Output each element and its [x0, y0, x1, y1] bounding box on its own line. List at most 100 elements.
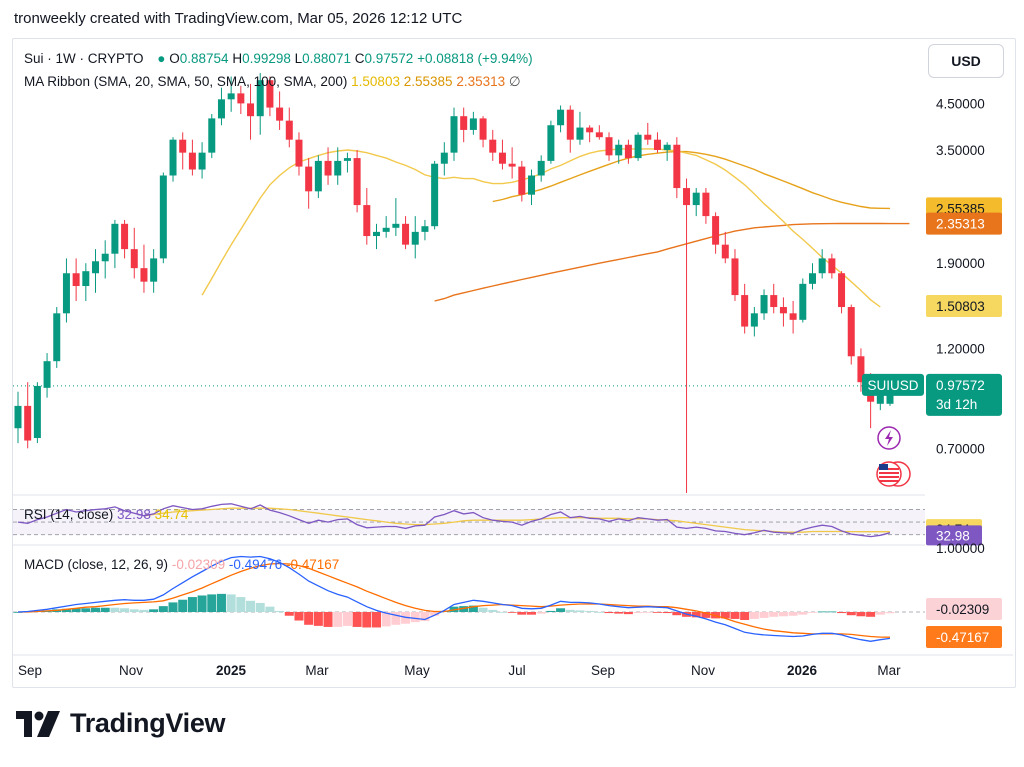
candle-body[interactable] [712, 216, 720, 245]
tradingview-logo[interactable]: TradingView [16, 708, 226, 739]
tradingview-wordmark: TradingView [70, 708, 226, 738]
candle-body[interactable] [537, 160, 545, 176]
currency-button[interactable]: USD [928, 44, 1004, 78]
ma-ribbon-name[interactable]: MA Ribbon (SMA, 20, SMA, 50, SMA, 100, S… [24, 74, 348, 89]
candle-body[interactable] [450, 116, 458, 153]
candle-body[interactable] [615, 144, 623, 156]
candle-body[interactable] [702, 192, 710, 217]
candle-body[interactable] [876, 393, 884, 404]
candle-body[interactable] [605, 137, 613, 156]
candle-body[interactable] [402, 223, 410, 245]
candle-body[interactable] [101, 253, 109, 262]
symbol-name[interactable]: Sui · 1W · CRYPTO [24, 51, 144, 66]
candle-body[interactable] [62, 273, 70, 314]
candle-body[interactable] [372, 231, 380, 237]
candle-body[interactable] [305, 166, 313, 192]
candle-body[interactable] [266, 80, 274, 108]
candle-body[interactable] [353, 158, 361, 206]
candle-body[interactable] [295, 139, 303, 167]
candle-body[interactable] [528, 175, 536, 195]
candle-body[interactable] [431, 163, 439, 227]
candle-body[interactable] [198, 152, 206, 170]
candle-body[interactable] [208, 118, 216, 153]
candle-body[interactable] [683, 188, 691, 206]
candle-body[interactable] [382, 227, 390, 232]
candle-body[interactable] [557, 109, 565, 126]
candle-body[interactable] [82, 271, 90, 287]
candle-body[interactable] [624, 144, 632, 159]
candle-body[interactable] [547, 125, 555, 161]
candle-body[interactable] [237, 93, 245, 104]
candle-body[interactable] [111, 223, 119, 254]
candle-body[interactable] [760, 295, 768, 314]
candle-body[interactable] [770, 295, 778, 308]
rsi-name[interactable]: RSI (14, close) [24, 507, 114, 522]
candle-body[interactable] [92, 261, 100, 274]
candle-body[interactable] [14, 405, 22, 429]
candle-body[interactable] [634, 134, 642, 159]
candle-body[interactable] [799, 283, 807, 320]
candle-body[interactable] [779, 307, 787, 314]
candle-body[interactable] [121, 223, 129, 250]
candle-body[interactable] [489, 139, 497, 153]
candle-body[interactable] [828, 258, 836, 274]
candle-body[interactable] [789, 313, 797, 320]
candle-body[interactable] [663, 144, 671, 150]
candle-body[interactable] [285, 120, 293, 140]
candle-body[interactable] [343, 158, 351, 161]
candle-body[interactable] [421, 226, 429, 232]
candle-body[interactable] [469, 118, 477, 130]
candle-body[interactable] [460, 116, 468, 130]
candle-body[interactable] [566, 109, 574, 140]
candle-body[interactable] [227, 93, 235, 100]
candle-body[interactable] [179, 139, 187, 153]
candle-body[interactable] [169, 139, 177, 176]
candle-body[interactable] [411, 231, 419, 245]
candle-body[interactable] [498, 152, 506, 164]
candle-body[interactable] [644, 134, 652, 140]
candle-body[interactable] [576, 127, 584, 140]
candle-body[interactable] [857, 356, 865, 383]
macd-hist-bar [110, 607, 120, 612]
candle-body[interactable] [731, 258, 739, 296]
candle-body[interactable] [256, 80, 264, 117]
candle-body[interactable] [508, 163, 516, 167]
candle-body[interactable] [314, 160, 322, 192]
candle-body[interactable] [33, 385, 41, 438]
candle-body[interactable] [43, 361, 51, 388]
symbol-tag: SUIUSD [867, 378, 918, 393]
candle-body[interactable] [479, 118, 487, 140]
candle-body[interactable] [653, 139, 661, 150]
macd-name[interactable]: MACD (close, 12, 26, 9) [24, 557, 169, 572]
candle-body[interactable] [741, 295, 749, 327]
candle-body[interactable] [595, 132, 603, 138]
candle-body[interactable] [808, 273, 816, 284]
candle-body[interactable] [750, 313, 758, 327]
candle-body[interactable] [150, 258, 158, 282]
candle-body[interactable] [140, 268, 148, 282]
candle-body[interactable] [217, 99, 225, 119]
candle-body[interactable] [188, 152, 196, 170]
candle-body[interactable] [440, 152, 448, 164]
candle-body[interactable] [247, 103, 255, 117]
candle-body[interactable] [721, 244, 729, 259]
candle-body[interactable] [363, 205, 371, 237]
candle-body[interactable] [159, 175, 167, 259]
candle-body[interactable] [818, 258, 826, 274]
candle-body[interactable] [673, 144, 681, 189]
candle-body[interactable] [392, 223, 400, 228]
candle-body[interactable] [838, 273, 846, 308]
candle-body[interactable] [586, 127, 594, 133]
candle-body[interactable] [130, 249, 138, 269]
candle-body[interactable] [692, 192, 700, 206]
symbol-tag-box[interactable] [862, 373, 924, 396]
candle-body[interactable] [72, 273, 80, 287]
candle-body[interactable] [847, 307, 855, 357]
candle-body[interactable] [324, 160, 332, 176]
candle-body[interactable] [334, 160, 342, 176]
candle-body[interactable] [24, 405, 32, 441]
candle-body[interactable] [276, 107, 284, 121]
candle-body[interactable] [53, 313, 61, 362]
candle-body[interactable] [518, 166, 526, 195]
